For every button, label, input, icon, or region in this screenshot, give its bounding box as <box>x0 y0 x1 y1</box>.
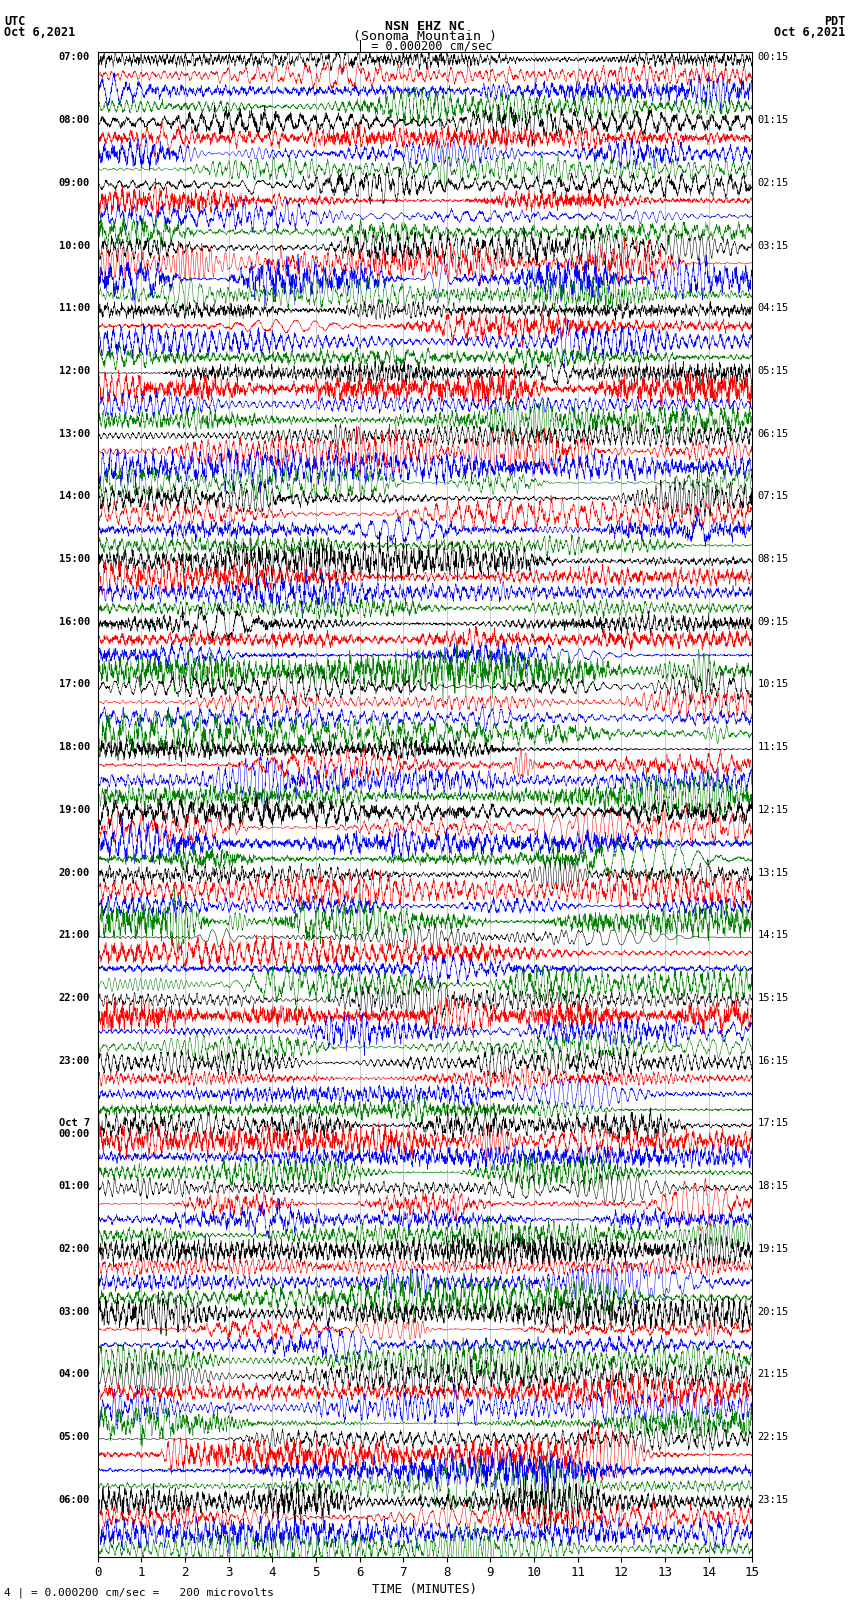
Text: 06:00: 06:00 <box>59 1495 90 1505</box>
Text: 11:15: 11:15 <box>757 742 789 752</box>
Text: 21:00: 21:00 <box>59 931 90 940</box>
Text: 01:15: 01:15 <box>757 115 789 126</box>
Text: 11:00: 11:00 <box>59 303 90 313</box>
Text: PDT: PDT <box>824 15 846 27</box>
Text: 14:15: 14:15 <box>757 931 789 940</box>
Text: 07:00: 07:00 <box>59 52 90 63</box>
Text: 04:15: 04:15 <box>757 303 789 313</box>
X-axis label: TIME (MINUTES): TIME (MINUTES) <box>372 1584 478 1597</box>
Text: 20:15: 20:15 <box>757 1307 789 1316</box>
Text: 18:15: 18:15 <box>757 1181 789 1190</box>
Text: 12:15: 12:15 <box>757 805 789 815</box>
Text: UTC: UTC <box>4 15 26 27</box>
Text: 07:15: 07:15 <box>757 492 789 502</box>
Text: 04:00: 04:00 <box>59 1369 90 1379</box>
Text: 22:00: 22:00 <box>59 994 90 1003</box>
Text: 08:00: 08:00 <box>59 115 90 126</box>
Text: 05:00: 05:00 <box>59 1432 90 1442</box>
Text: 06:15: 06:15 <box>757 429 789 439</box>
Text: 23:00: 23:00 <box>59 1055 90 1066</box>
Text: 17:15: 17:15 <box>757 1118 789 1129</box>
Text: 15:00: 15:00 <box>59 553 90 565</box>
Text: 16:15: 16:15 <box>757 1055 789 1066</box>
Text: 08:15: 08:15 <box>757 553 789 565</box>
Text: 14:00: 14:00 <box>59 492 90 502</box>
Text: 18:00: 18:00 <box>59 742 90 752</box>
Text: 13:15: 13:15 <box>757 868 789 877</box>
Text: 17:00: 17:00 <box>59 679 90 689</box>
Text: Oct 6,2021: Oct 6,2021 <box>774 26 846 39</box>
Text: 00:15: 00:15 <box>757 52 789 63</box>
Text: 12:00: 12:00 <box>59 366 90 376</box>
Text: 21:15: 21:15 <box>757 1369 789 1379</box>
Text: 02:15: 02:15 <box>757 177 789 187</box>
Text: 05:15: 05:15 <box>757 366 789 376</box>
Text: 19:15: 19:15 <box>757 1244 789 1253</box>
Text: NSN EHZ NC: NSN EHZ NC <box>385 19 465 34</box>
Text: 03:15: 03:15 <box>757 240 789 250</box>
Text: 10:00: 10:00 <box>59 240 90 250</box>
Text: 22:15: 22:15 <box>757 1432 789 1442</box>
Text: 15:15: 15:15 <box>757 994 789 1003</box>
Text: 10:15: 10:15 <box>757 679 789 689</box>
Text: 16:00: 16:00 <box>59 616 90 627</box>
Text: 20:00: 20:00 <box>59 868 90 877</box>
Text: 01:00: 01:00 <box>59 1181 90 1190</box>
Text: Oct 6,2021: Oct 6,2021 <box>4 26 76 39</box>
Text: 09:00: 09:00 <box>59 177 90 187</box>
Text: Oct 7
00:00: Oct 7 00:00 <box>59 1118 90 1139</box>
Text: 02:00: 02:00 <box>59 1244 90 1253</box>
Text: 03:00: 03:00 <box>59 1307 90 1316</box>
Text: 19:00: 19:00 <box>59 805 90 815</box>
Text: | = 0.000200 cm/sec: | = 0.000200 cm/sec <box>357 39 493 53</box>
Text: (Sonoma Mountain ): (Sonoma Mountain ) <box>353 31 497 44</box>
Text: 23:15: 23:15 <box>757 1495 789 1505</box>
Text: 4 | = 0.000200 cm/sec =   200 microvolts: 4 | = 0.000200 cm/sec = 200 microvolts <box>4 1587 275 1598</box>
Text: 09:15: 09:15 <box>757 616 789 627</box>
Text: 13:00: 13:00 <box>59 429 90 439</box>
